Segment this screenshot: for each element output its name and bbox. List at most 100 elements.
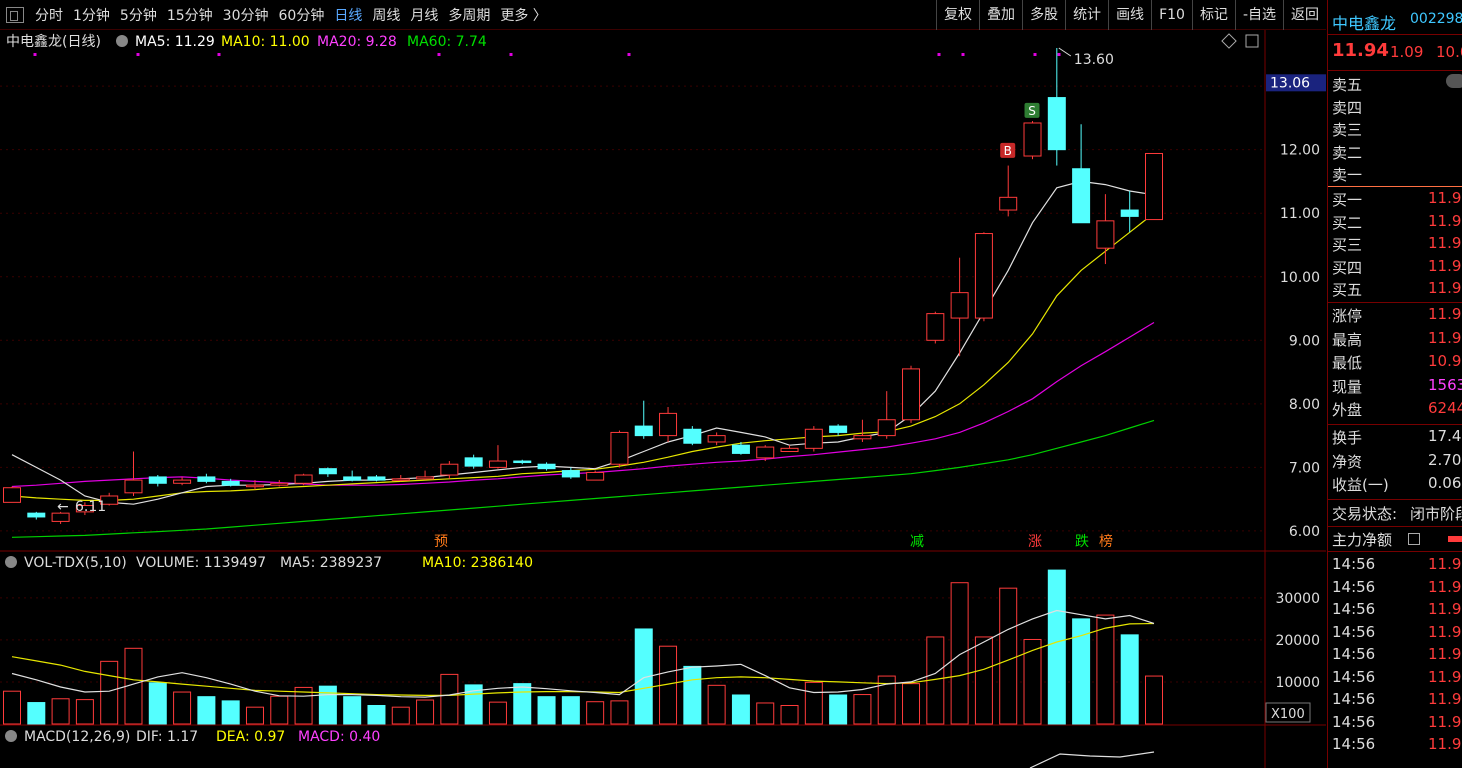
period-tab-4[interactable]: 30分钟 — [222, 7, 269, 24]
period-tab-0[interactable]: 分时 — [35, 7, 63, 24]
candle-body — [416, 476, 435, 480]
tick-row-label: 14:56 — [1332, 622, 1376, 641]
sell-level-3-label: 卖三 — [1332, 121, 1363, 139]
candle-body — [974, 233, 993, 319]
period-tab-3[interactable]: 15分钟 — [166, 7, 213, 24]
candle-body — [1120, 209, 1139, 217]
period-tab-7[interactable]: 周线 — [372, 7, 401, 24]
volume-bar — [51, 698, 70, 725]
stock-chart[interactable]: 13.0012.0011.0010.009.008.007.006.0013.0… — [0, 0, 1326, 768]
tool-button-4[interactable]: 画线 — [1108, 0, 1151, 30]
volume-legend-1: VOLUME: 1139497 — [136, 555, 266, 571]
buy-level-3-value: 11.92 — [1428, 234, 1462, 252]
flow-table-icon[interactable] — [1408, 533, 1420, 545]
divider — [1328, 34, 1462, 35]
tool-button-1[interactable]: 叠加 — [979, 0, 1022, 30]
period-tab-1[interactable]: 1分钟 — [73, 7, 110, 24]
candle — [902, 365, 921, 423]
candle — [124, 451, 143, 496]
volume-bar — [1023, 638, 1042, 725]
volume-bar — [367, 704, 386, 725]
period-tab-6[interactable]: 日线 — [334, 7, 363, 24]
tick-row: 14:56 11.94 — [1332, 600, 1462, 622]
net-flow-bar — [1448, 536, 1462, 542]
buy-level-2: 买二 11.93 — [1332, 212, 1462, 234]
candle — [27, 511, 46, 520]
tick-row-label: 14:56 — [1332, 735, 1376, 753]
candle — [731, 441, 750, 455]
sell-level-1: 卖一 — [1332, 164, 1462, 186]
candle-body — [610, 431, 629, 465]
layout-toggle-icon[interactable] — [6, 6, 24, 23]
stat2-1-label: 净资 — [1332, 452, 1363, 471]
buy-level-4: 买四 11.91 — [1332, 257, 1462, 279]
period-tab-5[interactable]: 60分钟 — [278, 7, 325, 24]
buy-level-5-label: 买五 — [1332, 281, 1363, 299]
candle — [999, 165, 1018, 217]
panel-collapse-handle[interactable] — [1446, 74, 1462, 88]
tool-button-2[interactable]: 多股 — [1022, 0, 1065, 30]
price-change: 1.09 — [1390, 43, 1424, 61]
candle-body — [683, 428, 702, 444]
period-tab-8[interactable]: 月线 — [410, 7, 439, 24]
candle-body — [464, 457, 483, 467]
signal-dot — [33, 53, 37, 56]
candle — [270, 480, 289, 487]
candle-body — [245, 484, 264, 488]
candle — [294, 473, 313, 486]
candle — [488, 445, 507, 469]
ma-legend-2: MA20: 9.28 — [317, 34, 397, 50]
volume-bar — [902, 683, 921, 725]
candle-body — [926, 313, 945, 341]
volume-legend-3: MA10: 2386140 — [422, 555, 533, 571]
sell-level-2-label: 卖二 — [1332, 143, 1363, 162]
tool-button-6[interactable]: 标记 — [1191, 0, 1235, 30]
dropdown-icon — [5, 556, 17, 568]
period-tab-2[interactable]: 5分钟 — [119, 7, 157, 24]
macd-legend-2: DEA: 0.97 — [216, 729, 285, 745]
candle — [1023, 121, 1042, 160]
candle — [756, 445, 775, 462]
candle — [877, 391, 896, 439]
current-price-tag: 13.06 — [1270, 75, 1310, 91]
low-pointer: ← — [57, 499, 69, 515]
tick-row-label: 14:56 — [1332, 667, 1376, 686]
candle — [926, 311, 945, 344]
stat-4-label: 外盘 — [1332, 401, 1363, 419]
candle-body — [950, 292, 969, 319]
tick-row-value: 11.94 — [1428, 712, 1462, 731]
candle-body — [124, 479, 143, 494]
tick-row: 14:56 11.94 — [1332, 555, 1462, 577]
candle-body — [902, 368, 921, 421]
top-toolbar: 分时 1分钟 5分钟 15分钟 30分钟 60分钟 日线 周线 月线 多周期 更多 〉 复权 叠加 多股… — [0, 0, 1326, 30]
period-tab-10[interactable]: 更多 〉 — [500, 7, 547, 24]
price-tick-label: 9.00 — [1289, 333, 1320, 349]
volume-bar — [780, 704, 799, 725]
candle — [586, 470, 605, 481]
tool-button-0[interactable]: 复权 — [936, 0, 979, 30]
buy-level-3: 买三 11.92 — [1332, 234, 1462, 256]
candle-body — [197, 476, 216, 482]
tool-button-8[interactable]: 返回 — [1283, 0, 1326, 30]
candle — [659, 407, 678, 442]
period-tabs: 分时 1分钟 5分钟 15分钟 30分钟 60分钟 日线 周线 月线 多周期 更多 〉 — [30, 5, 552, 25]
tool-button-7[interactable]: -自选 — [1234, 0, 1283, 30]
volume-bar — [804, 681, 823, 725]
volume-bar — [488, 701, 507, 725]
signal-dot — [961, 53, 965, 56]
tool-button-5[interactable]: F10 — [1151, 0, 1192, 30]
divider — [1328, 302, 1462, 303]
candle-body — [391, 478, 410, 481]
dropdown-icon — [116, 35, 128, 47]
low-price-label: 6.11 — [75, 499, 106, 515]
divider — [1328, 70, 1462, 71]
period-tab-9[interactable]: 多周期 — [448, 7, 491, 24]
high-pointer — [1058, 47, 1072, 57]
last-price: 11.94 — [1332, 40, 1389, 61]
stat-0: 涨停 11.94 — [1332, 305, 1462, 327]
candle-body — [270, 482, 289, 486]
candle — [513, 459, 532, 465]
candle — [610, 430, 629, 468]
tool-button-3[interactable]: 统计 — [1065, 0, 1108, 30]
volume-bar — [221, 700, 240, 725]
